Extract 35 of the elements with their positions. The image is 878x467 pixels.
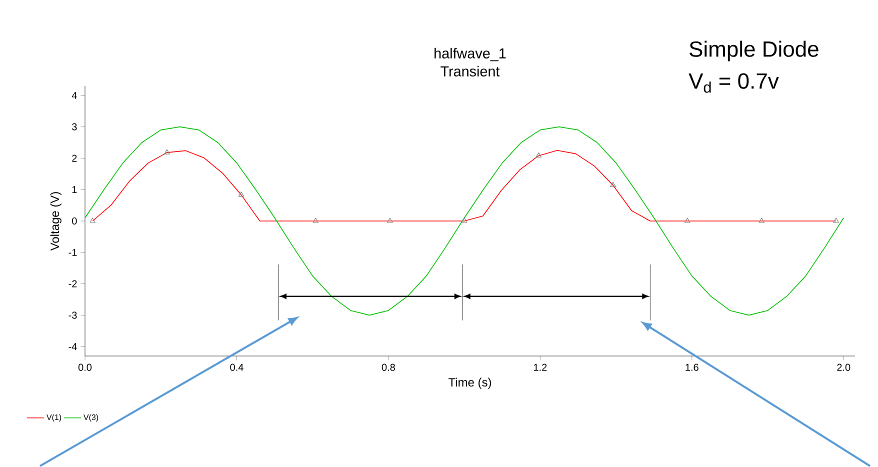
point — [684, 218, 690, 223]
point — [387, 218, 393, 223]
x-tick-label: 0.0 — [78, 364, 92, 371]
line-series — [85, 126, 844, 316]
point — [610, 182, 616, 188]
x-tick-label: 2.0 — [837, 364, 850, 371]
chart-subtitle: Transient — [440, 66, 500, 76]
y-tick-label: 4 — [72, 92, 77, 99]
x-tick-label: 1.6 — [686, 364, 698, 371]
y-tick-label: -2 — [68, 280, 77, 288]
y-tick-label: 2 — [72, 154, 77, 162]
x-tick-label: 0.8 — [382, 364, 395, 371]
legend-label: V(1) — [46, 414, 62, 422]
y-tick-label: 0 — [72, 217, 77, 225]
y-tick-label: 1 — [72, 186, 77, 194]
point — [238, 192, 244, 197]
legend-label: V(3) — [83, 414, 98, 422]
annotation: V$_{d}$ = 0.7v — [688, 73, 779, 93]
point — [461, 218, 468, 223]
x-tick-label: 0.4 — [230, 364, 244, 371]
y-tick-label: 3 — [72, 123, 77, 130]
y-tick-label: -3 — [68, 312, 77, 319]
y-tick-label: -4 — [68, 343, 77, 350]
point — [164, 149, 170, 154]
y-axis-title: Voltage (V) — [50, 192, 62, 251]
x-axis-title: Time (s) — [448, 378, 492, 389]
chart-title: halfwave_1 — [434, 48, 506, 62]
point — [833, 218, 839, 223]
point — [90, 218, 96, 223]
text: Simple Diode — [690, 40, 818, 62]
x-tick-label: 1.2 — [534, 364, 547, 371]
point — [536, 152, 542, 158]
point — [312, 218, 319, 223]
point — [758, 218, 765, 223]
y-tick-label: -1 — [68, 248, 77, 256]
